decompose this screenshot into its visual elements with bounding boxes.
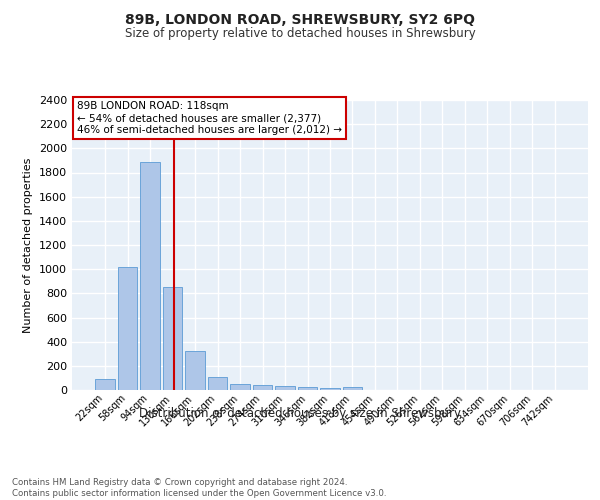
Bar (118, 268, 137, 390)
Bar (230, 384, 250, 390)
Y-axis label: Number of detached properties: Number of detached properties (23, 158, 34, 332)
Bar (275, 386, 295, 390)
Text: Distribution of detached houses by size in Shrewsbury: Distribution of detached houses by size … (139, 408, 461, 420)
Bar (343, 388, 362, 390)
Text: 89B LONDON ROAD: 118sqm
← 54% of detached houses are smaller (2,377)
46% of semi: 89B LONDON ROAD: 118sqm ← 54% of detache… (77, 102, 342, 134)
Bar (140, 162, 160, 390)
Text: Contains HM Land Registry data © Crown copyright and database right 2024.
Contai: Contains HM Land Registry data © Crown c… (12, 478, 386, 498)
Bar (163, 286, 182, 390)
Bar (320, 388, 340, 390)
Bar (298, 388, 317, 390)
Bar (253, 384, 272, 390)
Text: Size of property relative to detached houses in Shrewsbury: Size of property relative to detached ho… (125, 28, 475, 40)
Bar (208, 376, 227, 390)
Bar (95, 379, 115, 390)
Bar (185, 352, 205, 390)
Text: 89B, LONDON ROAD, SHREWSBURY, SY2 6PQ: 89B, LONDON ROAD, SHREWSBURY, SY2 6PQ (125, 12, 475, 26)
